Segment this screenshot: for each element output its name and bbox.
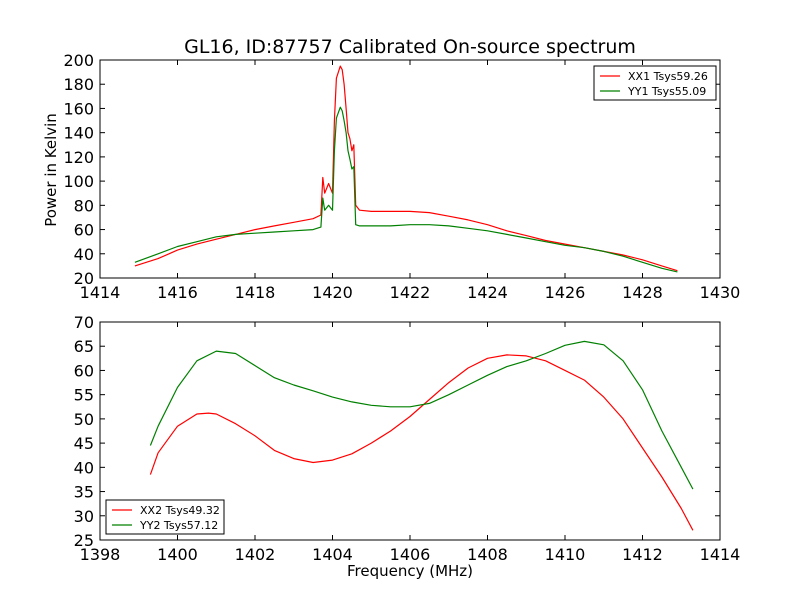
bottom-y-tick-label: 45: [74, 434, 94, 453]
bottom-x-axis-label: Frequency (MHz): [347, 562, 473, 580]
top-x-tick-label: 1420: [312, 283, 353, 302]
top-y-tick-label: 100: [63, 172, 94, 191]
bottom-x-tick-label: 1400: [157, 545, 198, 564]
top-x-tick-label: 1428: [622, 283, 663, 302]
top-y-tick-label: 180: [63, 75, 94, 94]
bottom-x-tick-label: 1408: [467, 545, 508, 564]
top-y-tick-label: 160: [63, 99, 94, 118]
top-legend-label-2: YY1 Tsys55.09: [627, 85, 706, 98]
top-y-axis-label: Power in Kelvin: [42, 113, 60, 227]
bottom-legend-box: [105, 499, 225, 535]
top-legend-box: [593, 65, 717, 101]
bottom-y-tick-label: 70: [74, 313, 94, 332]
top-y-tick-label: 80: [74, 196, 94, 215]
bottom-legend: XX2 Tsys49.32 YY2 Tsys57.12: [105, 499, 225, 535]
top-x-tick-label: 1430: [700, 283, 741, 302]
top-x-tick-label: 1418: [235, 283, 276, 302]
top-y-tick-label: 140: [63, 124, 94, 143]
bottom-x-tick-label: 1406: [390, 545, 431, 564]
top-x-tick-label: 1424: [467, 283, 508, 302]
bottom-y-tick-label: 40: [74, 458, 94, 477]
bottom-y-tick-label: 25: [74, 531, 94, 550]
bottom-x-tick-label: 1414: [700, 545, 741, 564]
top-plot: 1414 1416 1418 1420 1422 1424 1426 1428 1430 20 40…: [63, 51, 740, 302]
top-y-tick-label: 60: [74, 221, 94, 240]
top-chart-title: GL16, ID:87757 Calibrated On-source spec…: [184, 36, 636, 58]
top-x-tick-label: 1426: [545, 283, 586, 302]
top-series-line-2: [134, 106, 678, 273]
bottom-plot: 1398 1400 1402 1404 1406 1408 1410 1412 1414 25 30…: [74, 313, 741, 564]
bottom-x-tick-label: 1402: [235, 545, 276, 564]
top-legend: XX1 Tsys59.26 YY1 Tsys55.09: [593, 65, 717, 101]
top-y-tick-label: 120: [63, 148, 94, 167]
top-y-tick-label: 40: [74, 245, 94, 264]
bottom-legend-label-2: YY2 Tsys57.12: [139, 519, 218, 532]
bottom-x-tick-label: 1398: [80, 545, 121, 564]
bottom-y-tick-label: 35: [74, 483, 94, 502]
top-y-tick-label: 20: [74, 269, 94, 288]
top-y-tick-label: 200: [63, 51, 94, 70]
bottom-y-tick-label: 60: [74, 361, 94, 380]
bottom-x-tick-label: 1404: [312, 545, 353, 564]
top-x-tick-label: 1416: [157, 283, 198, 302]
top-x-tick-label: 1422: [390, 283, 431, 302]
bottom-series-line-2: [149, 340, 694, 490]
bottom-y-tick-label: 50: [74, 410, 94, 429]
bottom-y-tick-label: 55: [74, 386, 94, 405]
bottom-legend-label-1: XX2 Tsys49.32: [140, 504, 220, 517]
bottom-x-tick-label: 1412: [622, 545, 663, 564]
bottom-x-tick-label: 1410: [545, 545, 586, 564]
bottom-y-tick-label: 30: [74, 507, 94, 526]
bottom-y-tick-label: 65: [74, 337, 94, 356]
top-legend-label-1: XX1 Tsys59.26: [628, 70, 708, 83]
top-series-line-1: [134, 65, 678, 272]
bottom-series-line-1: [149, 354, 694, 531]
top-x-tick-label: 1414: [80, 283, 121, 302]
